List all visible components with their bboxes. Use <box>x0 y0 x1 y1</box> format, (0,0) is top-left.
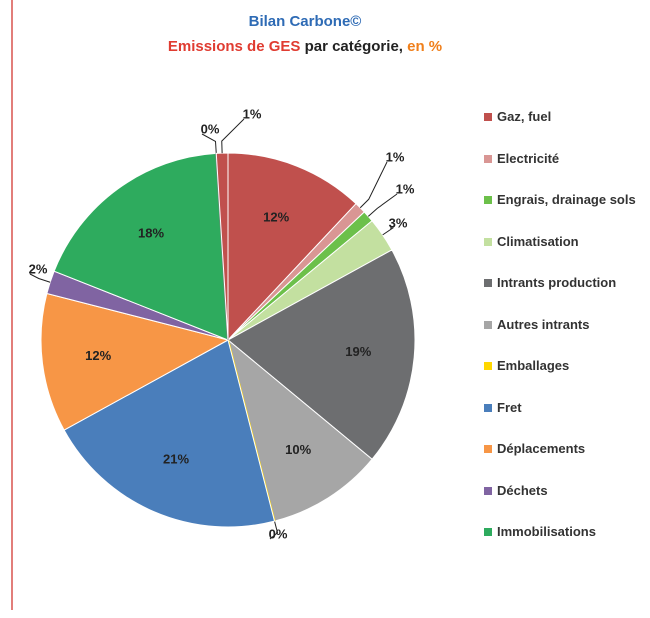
legend-label: Intrants production <box>497 275 617 290</box>
leader-line <box>359 161 388 209</box>
leader-line <box>382 227 395 236</box>
legend-swatch <box>484 154 492 163</box>
data-label: 19% <box>345 344 371 359</box>
legend-label: Emballages <box>497 358 570 373</box>
data-label: 21% <box>163 452 189 467</box>
data-label: 10% <box>285 442 311 457</box>
leader-line <box>367 193 398 217</box>
legend-label: Climatisation <box>497 233 579 249</box>
data-label: 18% <box>138 226 164 241</box>
legend-swatch <box>484 279 492 287</box>
leader-line <box>221 118 245 154</box>
leader-line <box>201 133 217 154</box>
legend-label: Déchets <box>497 482 548 498</box>
pie-slice <box>227 338 373 522</box>
data-label: 1% <box>386 149 405 164</box>
data-label: 12% <box>263 210 289 225</box>
data-label: 2% <box>29 261 48 276</box>
pie-slice <box>227 249 416 460</box>
data-label: 1% <box>243 106 262 121</box>
legend-swatch <box>484 528 492 536</box>
legend-swatch <box>484 445 492 453</box>
subtitle-part: en % <box>407 38 442 55</box>
legend-swatch <box>484 237 492 246</box>
chart-title: Bilan Carbone© <box>249 13 362 30</box>
data-label: 1% <box>396 181 415 196</box>
data-label: 0% <box>269 526 288 541</box>
data-label: 12% <box>85 348 111 363</box>
pie-slice <box>40 292 230 431</box>
pie-slice <box>63 339 276 528</box>
subtitle-part: Emissions de GES <box>168 38 301 55</box>
legend-label: Gaz, fuel <box>497 109 552 124</box>
leader-line <box>269 521 279 540</box>
chart-subtitle: Emissions de GES par catégorie, en % <box>168 38 442 55</box>
legend-label: Electricité <box>497 150 560 166</box>
legend-swatch <box>484 362 492 370</box>
legend-swatch <box>484 196 492 204</box>
leader-line <box>29 273 51 283</box>
pie-slice <box>53 152 229 341</box>
legend-swatch <box>484 486 492 495</box>
legend-swatch <box>484 403 492 412</box>
subtitle-part: par catégorie, <box>305 38 403 55</box>
legend-swatch <box>484 320 492 329</box>
legend-label: Déplacements <box>497 441 586 456</box>
legend-label: Immobilisations <box>497 524 596 539</box>
legend-label: Engrais, drainage sols <box>497 192 636 207</box>
data-label: 3% <box>389 215 408 230</box>
legend-swatch <box>484 113 492 121</box>
legend-label: Fret <box>497 399 522 415</box>
legend-label: Autres intrants <box>497 316 590 332</box>
data-label: 0% <box>201 121 220 136</box>
pie-slice <box>227 152 357 342</box>
